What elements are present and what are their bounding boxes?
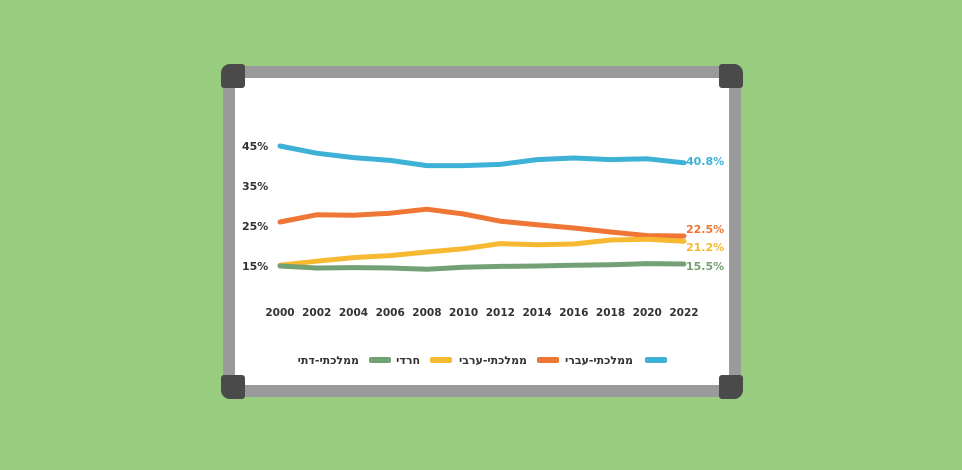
series-lines — [277, 143, 687, 272]
legend-swatch-mamlachti-aravi — [537, 357, 559, 363]
x-tick-label: 2022 — [669, 307, 698, 319]
y-axis-ticks: 45% 35% 25% 15% — [242, 140, 268, 273]
x-tick-label: 2012 — [486, 307, 515, 319]
legend-label-mamlachti-ivri: ממלכתי-עברי — [565, 354, 633, 367]
end-value-labels: 40.8% 22.5% 21.2% 15.5% — [686, 155, 724, 273]
frame-corner-bottom-right — [719, 375, 743, 399]
legend-swatch-haredi — [430, 357, 452, 363]
x-tick-label: 2004 — [339, 307, 368, 319]
y-tick-label: 45% — [242, 140, 268, 153]
series-line-mamlachti-dati — [277, 261, 687, 272]
x-tick-label: 2000 — [265, 307, 294, 319]
y-tick-label: 25% — [242, 220, 268, 233]
x-axis-ticks: 2000 2002 2004 2006 2008 2010 2012 2014 … — [265, 307, 698, 319]
legend-label-mamlachti-aravi: ממלכתי-ערבי — [459, 354, 527, 367]
legend-label-mamlachti-dati: ממלכתי-דתי — [298, 354, 359, 367]
x-tick-label: 2006 — [376, 307, 405, 319]
series-line-mamlachti-ivri — [277, 143, 687, 169]
x-tick-label: 2010 — [449, 307, 478, 319]
end-label-mamlachti-dati: 15.5% — [686, 260, 724, 273]
whiteboard-surface — [235, 78, 729, 385]
x-tick-label: 2016 — [559, 307, 588, 319]
legend-swatch-mamlachti-ivri — [645, 357, 667, 363]
series-line-haredi — [277, 236, 687, 268]
y-tick-label: 35% — [242, 180, 268, 193]
whiteboard-frame — [221, 64, 743, 399]
end-label-mamlachti-ivri: 40.8% — [686, 155, 724, 168]
series-line-mamlachti-aravi — [277, 206, 687, 239]
x-tick-label: 2008 — [412, 307, 441, 319]
legend: ממלכתי-עברי ממלכתי-ערבי חרדי ממלכתי-דתי — [298, 354, 667, 367]
x-tick-label: 2002 — [302, 307, 331, 319]
x-tick-label: 2014 — [522, 307, 551, 319]
frame-corner-top-right — [719, 64, 743, 88]
legend-label-haredi: חרדי — [396, 354, 420, 367]
frame-corner-top-left — [221, 64, 245, 88]
end-label-haredi: 21.2% — [686, 241, 724, 254]
x-tick-label: 2018 — [596, 307, 625, 319]
y-tick-label: 15% — [242, 260, 268, 273]
frame-corner-bottom-left — [221, 375, 245, 399]
x-tick-label: 2020 — [633, 307, 662, 319]
legend-swatch-mamlachti-dati — [369, 357, 391, 363]
end-label-mamlachti-aravi: 22.5% — [686, 223, 724, 236]
